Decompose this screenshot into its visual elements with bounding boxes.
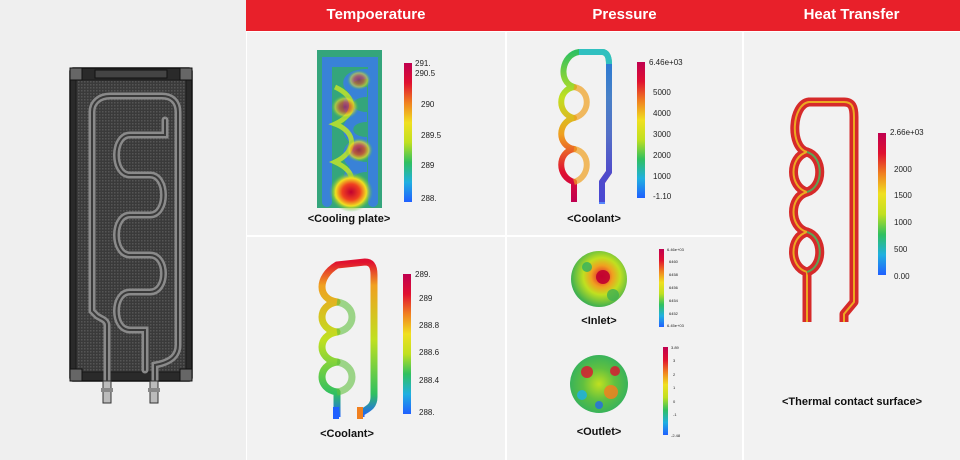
- coolant-temperature-cell: 289. 289 288.8 288.6 288.4 288. <Coolant…: [247, 237, 505, 460]
- colorbar-tick: 1000: [894, 218, 912, 227]
- cooling-plate-model-illustration: [69, 67, 193, 404]
- colorbar-tick: 3.89: [671, 345, 679, 350]
- colorbar-tick: 6458: [669, 272, 678, 277]
- colorbar-tick: 3000: [653, 130, 671, 139]
- colorbar-tick: 1: [673, 385, 676, 390]
- colorbar-tick: 289: [421, 161, 435, 170]
- cooling-plate-colorbar: [404, 63, 412, 202]
- colorbar-tick: 6.45e+03: [667, 323, 684, 328]
- colorbar-tick: 289.5: [421, 131, 442, 140]
- colorbar-tick: 288.: [421, 194, 437, 203]
- colorbar-tick: 1500: [894, 191, 912, 200]
- thermal-contact-surface-field: [789, 97, 859, 322]
- header-pressure: Pressure: [592, 6, 657, 23]
- header-heat-transfer: Heat Transfer: [803, 6, 900, 23]
- inlet-pressure-disc: [570, 251, 628, 413]
- coolant-pressure-field: [558, 49, 612, 204]
- colorbar-tick: 290: [421, 100, 435, 109]
- colorbar-tick: 291.: [415, 59, 431, 68]
- colorbar-tick: 6.46e+03: [649, 58, 683, 67]
- colorbar-tick: -1: [673, 412, 677, 417]
- thermal-contact-surface-caption: <Thermal contact surface>: [781, 396, 922, 408]
- colorbar-tick: 3: [673, 358, 676, 363]
- colorbar-tick: 5000: [653, 88, 671, 97]
- coolant-temperature-caption: <Coolant>: [320, 428, 374, 440]
- cooling-plate-temperature-field: [317, 50, 382, 212]
- colorbar-tick: 2000: [653, 151, 671, 160]
- coolant-pressure-colorbar: [637, 62, 645, 198]
- colorbar-tick: 288.6: [419, 348, 440, 357]
- inlet-outlet-pressure-cell: 6.46e+03 6460 6458 6456 6454 6452 6.45e+…: [507, 237, 742, 460]
- header-temperature: Tempoerature: [326, 6, 426, 23]
- heat-transfer-colorbar: [878, 133, 886, 275]
- colorbar-tick: 2: [673, 372, 676, 377]
- colorbar-tick: 6460: [669, 259, 678, 264]
- colorbar-tick: 1000: [653, 172, 671, 181]
- colorbar-tick: 288.8: [419, 321, 440, 330]
- heat-transfer-cell: 2.66e+03 2000 1500 1000 500 0.00 <Therma…: [744, 32, 960, 460]
- cooling-plate-temperature-cell: 291. 290.5 290 289.5 289 288. <Cooling p…: [247, 32, 505, 235]
- colorbar-tick: 2000: [894, 165, 912, 174]
- colorbar-tick: 289.: [415, 270, 431, 279]
- inlet-colorbar: [659, 249, 664, 327]
- inlet-caption: <Inlet>: [581, 315, 617, 327]
- colorbar-tick: -2.48: [671, 433, 681, 438]
- colorbar-tick: 0: [673, 399, 676, 404]
- colorbar-tick: 6.46e+03: [667, 247, 684, 252]
- colorbar-tick: 2.66e+03: [890, 128, 924, 137]
- colorbar-tick: -1.10: [653, 192, 672, 201]
- coolant-temperature-colorbar: [403, 274, 411, 414]
- colorbar-tick: 6452: [669, 311, 678, 316]
- colorbar-tick: 290.5: [415, 69, 436, 78]
- colorbar-tick: 6454: [669, 298, 678, 303]
- colorbar-tick: 288.4: [419, 376, 440, 385]
- colorbar-tick: 4000: [653, 109, 671, 118]
- section-header-bar: Tempoerature Pressure Heat Transfer: [246, 0, 960, 31]
- colorbar-tick: 0.00: [894, 272, 910, 281]
- outlet-colorbar: [663, 347, 668, 435]
- outlet-caption: <Outlet>: [576, 426, 622, 438]
- cooling-plate-caption: <Cooling plate>: [307, 213, 391, 225]
- coolant-temperature-field: [318, 258, 378, 419]
- colorbar-tick: 289: [419, 294, 433, 303]
- coolant-pressure-cell: 6.46e+03 5000 4000 3000 2000 1000 -1.10 …: [507, 32, 742, 235]
- cooling-plate-model-panel: [0, 0, 246, 460]
- colorbar-tick: 288.: [419, 408, 435, 417]
- colorbar-tick: 500: [894, 245, 908, 254]
- colorbar-tick: 6456: [669, 285, 678, 290]
- coolant-pressure-caption: <Coolant>: [567, 213, 621, 225]
